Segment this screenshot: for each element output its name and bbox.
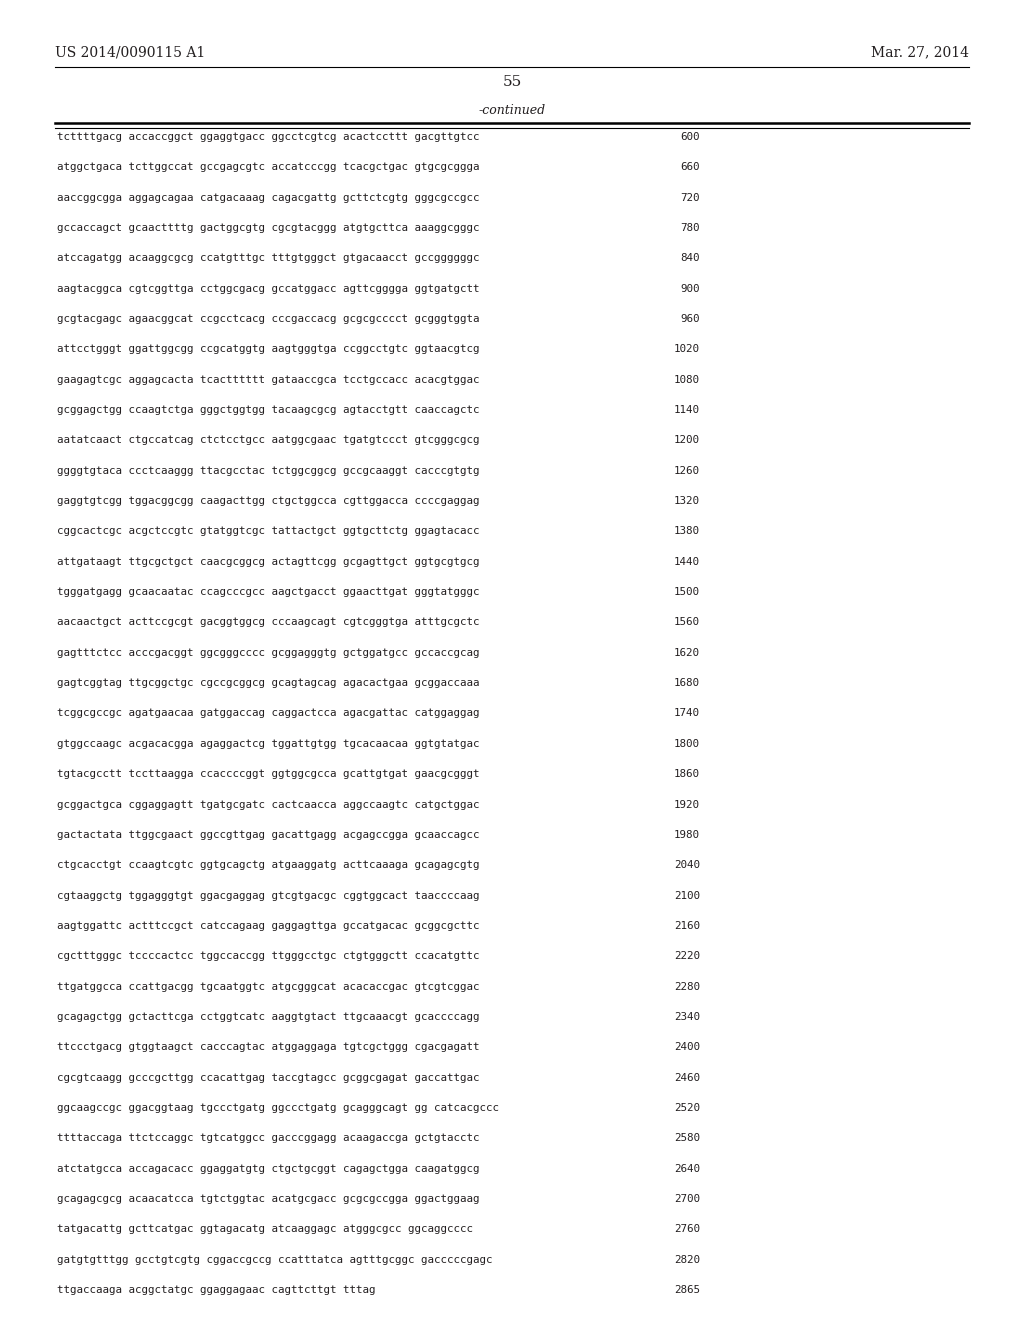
Text: aagtacggca cgtcggttga cctggcgacg gccatggacc agttcgggga ggtgatgctt: aagtacggca cgtcggttga cctggcgacg gccatgg… [57,284,479,294]
Text: 2460: 2460 [674,1073,700,1082]
Text: 2700: 2700 [674,1195,700,1204]
Text: cgtaaggctg tggagggtgt ggacgaggag gtcgtgacgc cggtggcact taaccccaag: cgtaaggctg tggagggtgt ggacgaggag gtcgtga… [57,891,479,900]
Text: ttgatggcca ccattgacgg tgcaatggtc atgcgggcat acacaccgac gtcgtcggac: ttgatggcca ccattgacgg tgcaatggtc atgcggg… [57,982,479,991]
Text: 2760: 2760 [674,1225,700,1234]
Text: 1440: 1440 [674,557,700,566]
Text: 780: 780 [681,223,700,234]
Text: gatgtgtttgg gcctgtcgtg cggaccgccg ccatttatca agtttgcggc gacccccgagc: gatgtgtttgg gcctgtcgtg cggaccgccg ccattt… [57,1254,493,1265]
Text: 2100: 2100 [674,891,700,900]
Text: -continued: -continued [478,103,546,116]
Text: 1260: 1260 [674,466,700,475]
Text: 2160: 2160 [674,921,700,931]
Text: 1080: 1080 [674,375,700,384]
Text: 1200: 1200 [674,436,700,445]
Text: 2340: 2340 [674,1012,700,1022]
Text: atctatgcca accagacacc ggaggatgtg ctgctgcggt cagagctgga caagatggcg: atctatgcca accagacacc ggaggatgtg ctgctgc… [57,1164,479,1173]
Text: 840: 840 [681,253,700,264]
Text: cgcgtcaagg gcccgcttgg ccacattgag taccgtagcc gcggcgagat gaccattgac: cgcgtcaagg gcccgcttgg ccacattgag taccgta… [57,1073,479,1082]
Text: gcgtacgagc agaacggcat ccgcctcacg cccgaccacg gcgcgcccct gcgggtggta: gcgtacgagc agaacggcat ccgcctcacg cccgacc… [57,314,479,323]
Text: gcggactgca cggaggagtt tgatgcgatc cactcaacca aggccaagtc catgctggac: gcggactgca cggaggagtt tgatgcgatc cactcaa… [57,800,479,809]
Text: 55: 55 [503,75,521,88]
Text: 2580: 2580 [674,1134,700,1143]
Text: tcttttgacg accaccggct ggaggtgacc ggcctcgtcg acactccttt gacgttgtcc: tcttttgacg accaccggct ggaggtgacc ggcctcg… [57,132,479,143]
Text: 2220: 2220 [674,952,700,961]
Text: ttttaccaga ttctccaggc tgtcatggcc gacccggagg acaagaccga gctgtacctc: ttttaccaga ttctccaggc tgtcatggcc gacccgg… [57,1134,479,1143]
Text: cggcactcgc acgctccgtc gtatggtcgc tattactgct ggtgcttctg ggagtacacc: cggcactcgc acgctccgtc gtatggtcgc tattact… [57,527,479,536]
Text: gcagagcgcg acaacatcca tgtctggtac acatgcgacc gcgcgccgga ggactggaag: gcagagcgcg acaacatcca tgtctggtac acatgcg… [57,1195,479,1204]
Text: US 2014/0090115 A1: US 2014/0090115 A1 [55,45,205,59]
Text: 660: 660 [681,162,700,173]
Text: gcagagctgg gctacttcga cctggtcatc aaggtgtact ttgcaaacgt gcaccccagg: gcagagctgg gctacttcga cctggtcatc aaggtgt… [57,1012,479,1022]
Text: 1380: 1380 [674,527,700,536]
Text: 720: 720 [681,193,700,203]
Text: ttgaccaaga acggctatgc ggaggagaac cagttcttgt tttag: ttgaccaaga acggctatgc ggaggagaac cagttct… [57,1284,376,1295]
Text: 2640: 2640 [674,1164,700,1173]
Text: tatgacattg gcttcatgac ggtagacatg atcaaggagc atgggcgcc ggcaggcccc: tatgacattg gcttcatgac ggtagacatg atcaagg… [57,1225,473,1234]
Text: 1740: 1740 [674,709,700,718]
Text: 1020: 1020 [674,345,700,354]
Text: 1980: 1980 [674,830,700,840]
Text: 2280: 2280 [674,982,700,991]
Text: 960: 960 [681,314,700,323]
Text: gagtttctcc acccgacggt ggcgggcccc gcggagggtg gctggatgcc gccaccgcag: gagtttctcc acccgacggt ggcgggcccc gcggagg… [57,648,479,657]
Text: gactactata ttggcgaact ggccgttgag gacattgagg acgagccgga gcaaccagcc: gactactata ttggcgaact ggccgttgag gacattg… [57,830,479,840]
Text: 1920: 1920 [674,800,700,809]
Text: 2820: 2820 [674,1254,700,1265]
Text: 1320: 1320 [674,496,700,506]
Text: cgctttgggc tccccactcc tggccaccgg ttgggcctgc ctgtgggctt ccacatgttc: cgctttgggc tccccactcc tggccaccgg ttgggcc… [57,952,479,961]
Text: 1560: 1560 [674,618,700,627]
Text: aagtggattc actttccgct catccagaag gaggagttga gccatgacac gcggcgcttc: aagtggattc actttccgct catccagaag gaggagt… [57,921,479,931]
Text: 2040: 2040 [674,861,700,870]
Text: 2520: 2520 [674,1104,700,1113]
Text: atccagatgg acaaggcgcg ccatgtttgc tttgtgggct gtgacaacct gccggggggc: atccagatgg acaaggcgcg ccatgtttgc tttgtgg… [57,253,479,264]
Text: 2865: 2865 [674,1284,700,1295]
Text: 1800: 1800 [674,739,700,748]
Text: aaccggcgga aggagcagaa catgacaaag cagacgattg gcttctcgtg gggcgccgcc: aaccggcgga aggagcagaa catgacaaag cagacga… [57,193,479,203]
Text: tgtacgcctt tccttaagga ccaccccggt ggtggcgcca gcattgtgat gaacgcgggt: tgtacgcctt tccttaagga ccaccccggt ggtggcg… [57,770,479,779]
Text: gtggccaagc acgacacgga agaggactcg tggattgtgg tgcacaacaa ggtgtatgac: gtggccaagc acgacacgga agaggactcg tggattg… [57,739,479,748]
Text: 1620: 1620 [674,648,700,657]
Text: ctgcacctgt ccaagtcgtc ggtgcagctg atgaaggatg acttcaaaga gcagagcgtg: ctgcacctgt ccaagtcgtc ggtgcagctg atgaagg… [57,861,479,870]
Text: gccaccagct gcaacttttg gactggcgtg cgcgtacggg atgtgcttca aaaggcgggc: gccaccagct gcaacttttg gactggcgtg cgcgtac… [57,223,479,234]
Text: 1500: 1500 [674,587,700,597]
Text: ggcaagccgc ggacggtaag tgccctgatg ggccctgatg gcagggcagt gg catcacgccc: ggcaagccgc ggacggtaag tgccctgatg ggccctg… [57,1104,499,1113]
Text: attcctgggt ggattggcgg ccgcatggtg aagtgggtga ccggcctgtc ggtaacgtcg: attcctgggt ggattggcgg ccgcatggtg aagtggg… [57,345,479,354]
Text: ggggtgtaca ccctcaaggg ttacgcctac tctggcggcg gccgcaaggt cacccgtgtg: ggggtgtaca ccctcaaggg ttacgcctac tctggcg… [57,466,479,475]
Text: Mar. 27, 2014: Mar. 27, 2014 [871,45,969,59]
Text: 1140: 1140 [674,405,700,414]
Text: 1860: 1860 [674,770,700,779]
Text: tgggatgagg gcaacaatac ccagcccgcc aagctgacct ggaacttgat gggtatgggc: tgggatgagg gcaacaatac ccagcccgcc aagctga… [57,587,479,597]
Text: gaagagtcgc aggagcacta tcactttttt gataaccgca tcctgccacc acacgtggac: gaagagtcgc aggagcacta tcactttttt gataacc… [57,375,479,384]
Text: 900: 900 [681,284,700,294]
Text: gaggtgtcgg tggacggcgg caagacttgg ctgctggcca cgttggacca ccccgaggag: gaggtgtcgg tggacggcgg caagacttgg ctgctgg… [57,496,479,506]
Text: 1680: 1680 [674,678,700,688]
Text: aacaactgct acttccgcgt gacggtggcg cccaagcagt cgtcgggtga atttgcgctc: aacaactgct acttccgcgt gacggtggcg cccaagc… [57,618,479,627]
Text: 2400: 2400 [674,1043,700,1052]
Text: tcggcgccgc agatgaacaa gatggaccag caggactcca agacgattac catggaggag: tcggcgccgc agatgaacaa gatggaccag caggact… [57,709,479,718]
Text: 600: 600 [681,132,700,143]
Text: gagtcggtag ttgcggctgc cgccgcggcg gcagtagcag agacactgaa gcggaccaaa: gagtcggtag ttgcggctgc cgccgcggcg gcagtag… [57,678,479,688]
Text: aatatcaact ctgccatcag ctctcctgcc aatggcgaac tgatgtccct gtcgggcgcg: aatatcaact ctgccatcag ctctcctgcc aatggcg… [57,436,479,445]
Text: attgataagt ttgcgctgct caacgcggcg actagttcgg gcgagttgct ggtgcgtgcg: attgataagt ttgcgctgct caacgcggcg actagtt… [57,557,479,566]
Text: atggctgaca tcttggccat gccgagcgtc accatcccgg tcacgctgac gtgcgcggga: atggctgaca tcttggccat gccgagcgtc accatcc… [57,162,479,173]
Text: ttccctgacg gtggtaagct cacccagtac atggaggaga tgtcgctggg cgacgagatt: ttccctgacg gtggtaagct cacccagtac atggagg… [57,1043,479,1052]
Text: gcggagctgg ccaagtctga gggctggtgg tacaagcgcg agtacctgtt caaccagctc: gcggagctgg ccaagtctga gggctggtgg tacaagc… [57,405,479,414]
